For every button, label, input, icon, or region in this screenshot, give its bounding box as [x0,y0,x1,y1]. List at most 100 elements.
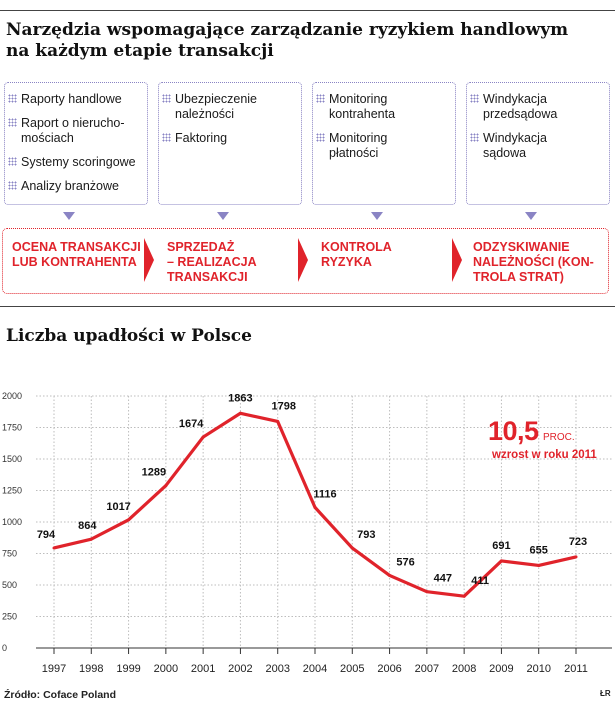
dot-grid-icon [316,133,325,142]
data-point [201,435,205,439]
data-label: 411 [471,575,489,587]
data-point [127,518,131,522]
stage-sales: SPRZEDAŻ – REALIZACJA TRANSAKCJI [167,240,257,284]
data-label: 723 [569,536,587,548]
callout-text: wzrost w roku 2011 [492,449,597,461]
down-arrow-icon [217,212,229,220]
tool-item: Windykacja przedsądowa [467,92,609,122]
dot-grid-icon [8,157,17,166]
x-tick-label: 2000 [154,663,178,675]
stage-control: KONTROLA RYZYKA [321,240,392,269]
tool-item: Raport o nierucho-mościach [5,116,147,146]
x-tick-label: 2006 [377,663,401,675]
x-tick-label: 2004 [303,663,327,675]
data-label: 1798 [271,400,295,412]
data-point [89,537,93,541]
data-label: 1863 [228,392,252,404]
x-tick-label: 1997 [42,663,66,675]
chevron-right-icon [298,238,308,282]
x-tick-label: 2008 [452,663,476,675]
tool-item: Analizy branżowe [5,179,147,194]
data-point [350,546,354,550]
y-tick-label: 1250 [2,486,22,496]
down-arrow-icon [371,212,383,220]
dot-grid-icon [8,118,17,127]
source-note: Źródło: Coface Poland [4,689,117,701]
callout-value: 10,5 [488,416,539,446]
data-label: 864 [78,520,97,532]
x-tick-label: 2001 [191,663,215,675]
data-point [164,484,168,488]
stages-band [2,228,609,294]
down-arrow-icon [63,212,75,220]
data-label: 793 [357,529,375,541]
dot-grid-icon [8,94,17,103]
y-tick-label: 1500 [2,454,22,464]
data-label: 1289 [142,467,166,479]
tool-item: Windykacja sądowa [467,131,609,161]
data-point [574,555,578,559]
page-title-line2: na każdym etapie transakcji [6,41,274,61]
dot-grid-icon [470,94,479,103]
page-title-line1: Narzędzia wspomagające zarządzanie ryzyk… [6,20,569,40]
x-tick-label: 2010 [526,663,550,675]
y-tick-label: 0 [2,643,7,653]
tool-item: Raporty handlowe [5,92,147,107]
x-tick-label: 2003 [265,663,289,675]
y-tick-label: 250 [2,612,17,622]
x-tick-label: 2005 [340,663,364,675]
data-label: 655 [530,544,548,556]
dot-grid-icon [162,94,171,103]
data-label: 794 [37,529,56,541]
y-tick-label: 1750 [2,423,22,433]
data-point [238,411,242,415]
data-label: 691 [492,540,510,552]
data-point [537,563,541,567]
x-tick-label: 2011 [564,663,588,675]
tool-item: Monitoring kontrahenta [313,92,455,122]
section-rule [0,306,615,307]
down-arrow-icon [525,212,537,220]
x-tick-label: 2002 [228,663,252,675]
stage-assessment: OCENA TRANSAKCJI LUB KONTRAHENTA [12,240,141,269]
data-point [425,590,429,594]
tool-item: Ubezpieczenie należności [159,92,301,122]
data-label: 447 [434,573,452,585]
data-label: 1116 [313,488,336,500]
dot-grid-icon [316,94,325,103]
data-point [313,505,317,509]
dot-grid-icon [162,133,171,142]
tool-item: Monitoring płatności [313,131,455,161]
tool-item: Faktoring [159,131,301,146]
data-label: 1017 [106,501,130,513]
callout-unit: PROC. [543,432,575,443]
data-label: 1674 [179,418,204,430]
chevron-right-icon [452,238,462,282]
tools-box-assessment: Raporty handlowe Raport o nierucho-mości… [4,82,148,205]
data-point [52,546,56,550]
data-point [462,594,466,598]
bankruptcy-line-chart: 0 250 500 750 1000 1250 1500 1750 2000 1997 1998 19… [2,391,612,675]
tools-box-sales: Ubezpieczenie należności Faktoring [158,82,302,205]
page-title: Narzędzia wspomagające zarządzanie ryzyk… [6,20,568,62]
x-tick-label: 2007 [415,663,439,675]
stage-recovery: ODZYSKIWANIE NALEŻNOŚCI (KON- TROLA STRAT) [473,240,594,284]
y-tick-label: 2000 [2,391,22,401]
tools-box-control: Monitoring kontrahenta Monitoring płatnośc… [312,82,456,205]
tool-item: Systemy scoringowe [5,155,147,170]
x-tick-label: 2009 [489,663,513,675]
x-tick-label: 1998 [79,663,103,675]
credit: ŁR [600,689,611,698]
dot-grid-icon [470,133,479,142]
y-tick-label: 500 [2,580,17,590]
tools-box-recovery: Windykacja przedsądowa Windykacja sądowa [466,82,610,205]
top-rule [0,10,615,11]
data-point [499,559,503,563]
chart-title: Liczba upadłości w Polsce [6,326,252,346]
data-point [388,573,392,577]
growth-callout: 10,5 PROC. wzrost w roku 2011 [488,416,597,461]
dot-grid-icon [8,181,17,190]
y-tick-label: 750 [2,549,17,559]
x-tick-label: 1999 [116,663,140,675]
data-point [276,419,280,423]
